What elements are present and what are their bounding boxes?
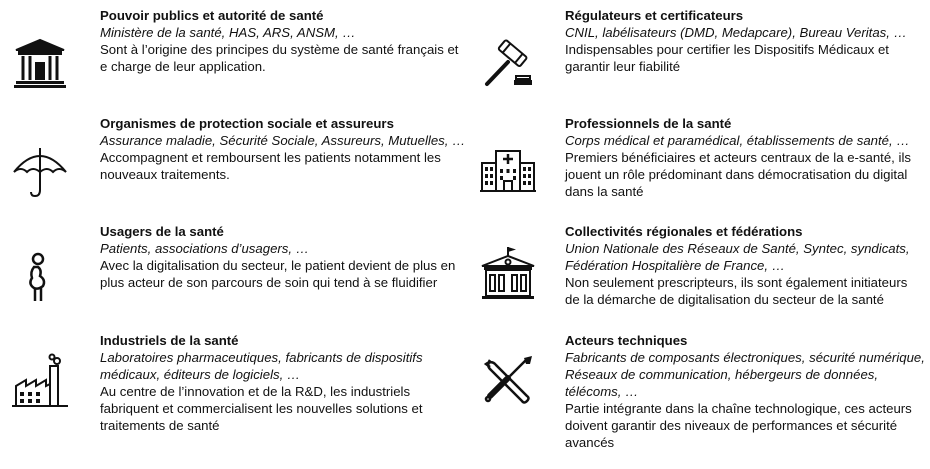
block-collectivites: Collectivités régionales et fédérations …	[565, 223, 910, 308]
block-regulateurs: Régulateurs et certificateurs CNIL, labé…	[565, 7, 907, 75]
block-examples: Laboratoires pharmaceutiques, fabricants…	[100, 350, 423, 382]
block-title: Industriels de la santé	[100, 333, 239, 348]
block-title: Professionnels de la santé	[565, 116, 732, 131]
block-examples: Assurance maladie, Sécurité Sociale, Ass…	[100, 133, 466, 148]
block-title: Pouvoir publics et autorité de santé	[100, 8, 324, 23]
block-description: Au centre de l’innovation et de la R&D, …	[100, 384, 423, 433]
block-professionnels: Professionnels de la santé Corps médical…	[565, 115, 911, 200]
block-description: Avec la digitalisation du secteur, le pa…	[100, 258, 456, 290]
town-hall-icon	[478, 246, 538, 306]
block-description: Indispensables pour certifier les Dispos…	[565, 42, 889, 74]
block-title: Régulateurs et certificateurs	[565, 8, 744, 23]
block-examples: Fabricants de composants électroniques, …	[565, 350, 925, 399]
block-title: Usagers de la santé	[100, 224, 224, 239]
block-description: Partie intégrante dans la chaîne technol…	[565, 401, 912, 450]
block-acteurs-techniques: Acteurs techniques Fabricants de composa…	[565, 332, 925, 451]
block-protection-sociale: Organismes de protection sociale et assu…	[100, 115, 465, 183]
block-examples: Patients, associations d’usagers, …	[100, 241, 309, 256]
block-title: Organismes de protection sociale et assu…	[100, 116, 394, 131]
block-description: Non seulement prescripteurs, ils sont ég…	[565, 275, 908, 307]
block-description: Sont à l’origine des principes du systèm…	[100, 42, 459, 74]
block-usagers: Usagers de la santé Patients, associatio…	[100, 223, 455, 291]
block-title: Acteurs techniques	[565, 333, 688, 348]
gavel-icon	[478, 34, 538, 94]
block-pouvoirs-publics: Pouvoir publics et autorité de santé Min…	[100, 7, 458, 75]
tools-icon	[478, 352, 538, 412]
block-description: Premiers bénéficiaires et acteurs centra…	[565, 150, 911, 199]
umbrella-icon	[10, 140, 70, 200]
pregnant-person-icon	[10, 248, 70, 308]
block-examples: CNIL, labélisateurs (DMD, Medapcare), Bu…	[565, 25, 907, 40]
block-examples: Union Nationale des Réseaux de Santé, Sy…	[565, 241, 910, 273]
block-title: Collectivités régionales et fédérations	[565, 224, 803, 239]
block-examples: Corps médical et paramédical, établissem…	[565, 133, 910, 148]
factory-icon	[10, 352, 70, 412]
hospital-icon	[478, 141, 538, 201]
government-building-icon	[10, 34, 70, 94]
block-industriels: Industriels de la santé Laboratoires pha…	[100, 332, 423, 434]
block-examples: Ministère de la santé, HAS, ARS, ANSM, …	[100, 25, 356, 40]
block-description: Accompagnent et remboursent les patients…	[100, 150, 441, 182]
